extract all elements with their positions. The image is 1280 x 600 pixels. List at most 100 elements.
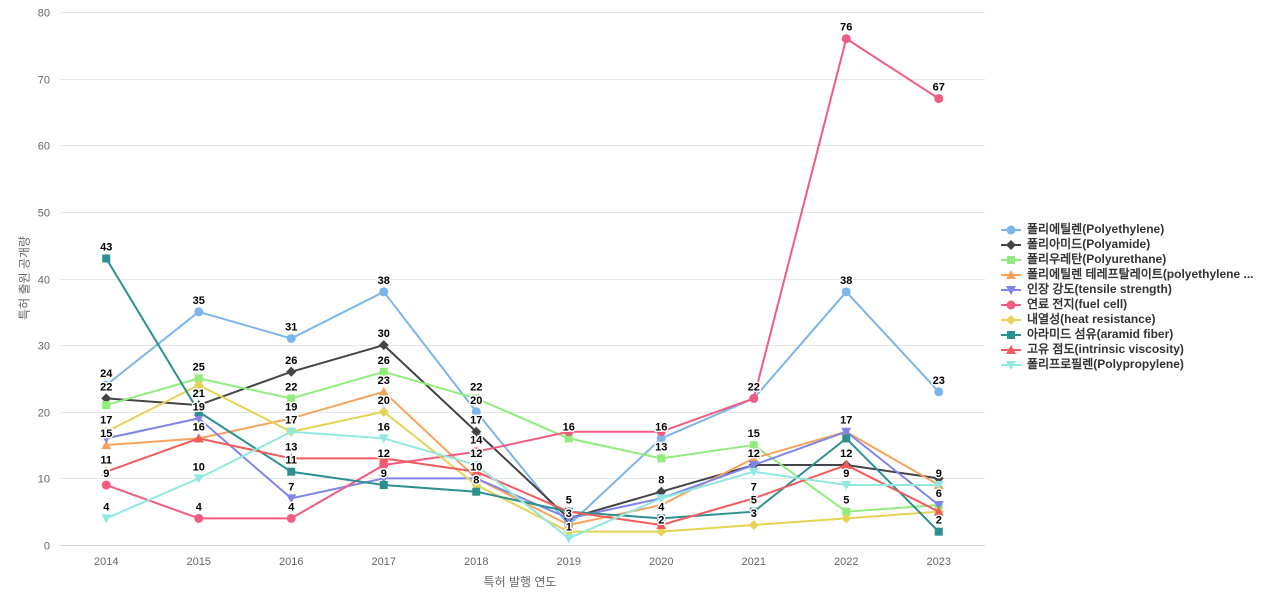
legend-label-heat-resistance: 내열성(heat resistance) (1027, 312, 1156, 326)
legend-item-aramid-fiber[interactable]: 아라미드 섬유(aramid fiber) (1000, 327, 1254, 342)
point-polyurethane-2018[interactable] (472, 394, 481, 403)
legend-item-polypropylene[interactable]: 폴리프로필렌(Polypropylene) (1000, 357, 1254, 372)
point-tensile-strength-2021[interactable] (748, 461, 759, 471)
point-heat-resistance-2015[interactable] (193, 380, 204, 391)
point-aramid-fiber-2023[interactable] (934, 527, 943, 536)
point-polypropylene-2022[interactable] (841, 481, 852, 491)
point-polyethylene-2020[interactable] (656, 433, 666, 443)
data-label-polyurethane-2020: 13 (655, 441, 667, 453)
legend-item-polyethylene[interactable]: 폴리에틸렌(Polyethylene) (1000, 222, 1254, 237)
point-polypropylene-2017[interactable] (378, 434, 389, 444)
point-polyethylene-2018[interactable] (471, 407, 481, 417)
point-intrinsic-viscosity-2022[interactable] (841, 460, 852, 470)
point-pet-2014[interactable] (101, 440, 112, 450)
point-fuel-cell-2022[interactable] (841, 34, 851, 44)
point-heat-resistance-2018[interactable] (471, 480, 482, 491)
legend-item-intrinsic-viscosity[interactable]: 고유 점도(intrinsic viscosity) (1000, 342, 1254, 357)
point-tensile-strength-2023[interactable] (933, 501, 944, 511)
point-aramid-fiber-2015[interactable] (194, 407, 203, 416)
point-polyurethane-2014[interactable] (102, 401, 111, 410)
point-tensile-strength-2017[interactable] (378, 474, 389, 484)
legend-item-polyamide[interactable]: 폴리아미드(Polyamide) (1000, 237, 1254, 252)
point-polyurethane-2016[interactable] (287, 394, 296, 403)
point-fuel-cell-2018[interactable] (471, 447, 481, 457)
point-fuel-cell-2015[interactable] (194, 513, 204, 523)
point-polypropylene-2021[interactable] (748, 467, 759, 477)
point-polyamide-2014[interactable] (101, 393, 112, 404)
point-pet-2021[interactable] (748, 453, 759, 463)
legend-item-tensile-strength[interactable]: 인장 강도(tensile strength) (1000, 282, 1254, 297)
point-tensile-strength-2014[interactable] (101, 434, 112, 444)
point-polyamide-2017[interactable] (378, 340, 389, 351)
point-intrinsic-viscosity-2020[interactable] (656, 520, 667, 530)
point-polyurethane-2015[interactable] (194, 374, 203, 383)
point-polyamide-2018[interactable] (471, 426, 482, 437)
point-polyethylene-2015[interactable] (194, 307, 204, 317)
legend-item-polyurethane[interactable]: 폴리우레탄(Polyurethane) (1000, 252, 1254, 267)
point-polypropylene-2015[interactable] (193, 474, 204, 484)
point-tensile-strength-2015[interactable] (193, 414, 204, 424)
point-polyethylene-2016[interactable] (286, 333, 296, 343)
point-fuel-cell-2023[interactable] (934, 94, 944, 104)
point-heat-resistance-2014[interactable] (101, 426, 112, 437)
point-intrinsic-viscosity-2015[interactable] (193, 433, 204, 443)
legend-item-fuel-cell[interactable]: 연료 전지(fuel cell) (1000, 297, 1254, 312)
point-aramid-fiber-2017[interactable] (379, 481, 388, 490)
point-intrinsic-viscosity-2017[interactable] (378, 453, 389, 463)
data-label-tensile-strength-2015: 19 (193, 401, 205, 413)
point-polyamide-2020[interactable] (656, 486, 667, 497)
point-heat-resistance-2021[interactable] (748, 520, 759, 531)
point-polypropylene-2023[interactable] (933, 481, 944, 491)
point-aramid-fiber-2014[interactable] (102, 254, 111, 263)
point-pet-2017[interactable] (378, 386, 389, 396)
point-aramid-fiber-2016[interactable] (287, 467, 296, 476)
point-polyamide-2023[interactable] (933, 473, 944, 484)
point-intrinsic-viscosity-2014[interactable] (101, 466, 112, 476)
legend-glyph-polypropylene (1006, 360, 1016, 370)
point-pet-2016[interactable] (286, 413, 297, 423)
point-heat-resistance-2017[interactable] (378, 406, 389, 417)
point-polyethylene-2022[interactable] (841, 287, 851, 297)
point-polyurethane-2020[interactable] (657, 454, 666, 463)
legend-item-pet[interactable]: 폴리에틸렌 테레프탈레이트(polyethylene ... (1000, 267, 1254, 282)
point-aramid-fiber-2021[interactable] (749, 507, 758, 516)
point-heat-resistance-2020[interactable] (656, 526, 667, 537)
point-polypropylene-2020[interactable] (656, 494, 667, 504)
point-polyurethane-2022[interactable] (842, 507, 851, 516)
point-polypropylene-2019[interactable] (563, 534, 574, 544)
point-polypropylene-2016[interactable] (286, 427, 297, 437)
point-tensile-strength-2019[interactable] (563, 514, 574, 524)
point-fuel-cell-2019[interactable] (564, 427, 574, 437)
point-aramid-fiber-2018[interactable] (472, 487, 481, 496)
point-fuel-cell-2016[interactable] (286, 513, 296, 523)
point-tensile-strength-2016[interactable] (286, 494, 297, 504)
point-intrinsic-viscosity-2023[interactable] (933, 506, 944, 516)
point-intrinsic-viscosity-2019[interactable] (563, 506, 574, 516)
point-heat-resistance-2019[interactable] (563, 526, 574, 537)
point-polyurethane-2021[interactable] (749, 441, 758, 450)
point-fuel-cell-2020[interactable] (656, 427, 666, 437)
point-polyethylene-2014[interactable] (101, 380, 111, 390)
point-fuel-cell-2021[interactable] (749, 393, 759, 403)
point-aramid-fiber-2022[interactable] (842, 434, 851, 443)
point-pet-2020[interactable] (656, 500, 667, 510)
point-polyethylene-2023[interactable] (934, 387, 944, 397)
point-intrinsic-viscosity-2021[interactable] (748, 493, 759, 503)
point-fuel-cell-2017[interactable] (379, 460, 389, 470)
point-polypropylene-2018[interactable] (471, 461, 482, 471)
point-intrinsic-viscosity-2016[interactable] (286, 453, 297, 463)
point-tensile-strength-2018[interactable] (471, 474, 482, 484)
point-heat-resistance-2022[interactable] (841, 513, 852, 524)
point-polypropylene-2014[interactable] (101, 514, 112, 524)
point-aramid-fiber-2020[interactable] (657, 514, 666, 523)
point-intrinsic-viscosity-2018[interactable] (471, 466, 482, 476)
point-polyamide-2016[interactable] (286, 366, 297, 377)
point-polyurethane-2017[interactable] (379, 367, 388, 376)
legend-label-polypropylene: 폴리프로필렌(Polypropylene) (1027, 357, 1184, 371)
point-polyurethane-2019[interactable] (564, 434, 573, 443)
legend-item-heat-resistance[interactable]: 내열성(heat resistance) (1000, 312, 1254, 327)
point-polyethylene-2017[interactable] (379, 287, 389, 297)
point-fuel-cell-2014[interactable] (101, 480, 111, 490)
point-tensile-strength-2022[interactable] (841, 427, 852, 437)
point-pet-2019[interactable] (563, 520, 574, 530)
